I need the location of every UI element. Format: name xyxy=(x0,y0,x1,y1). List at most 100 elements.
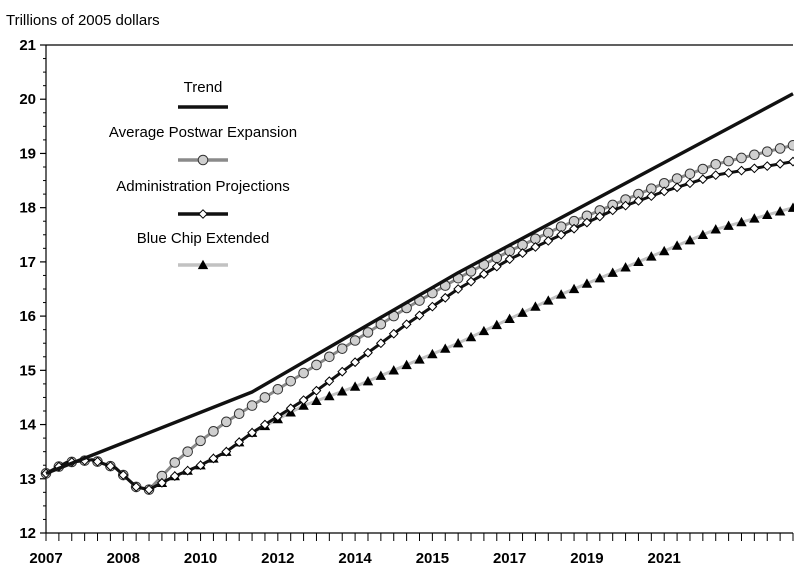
data-point xyxy=(324,351,335,363)
data-point xyxy=(157,477,167,488)
legend-entry: Average Postwar Expansion xyxy=(109,124,297,166)
x-tick-label: 2014 xyxy=(338,550,372,567)
series-administration-projections xyxy=(41,156,794,495)
data-point xyxy=(504,254,515,265)
data-point xyxy=(466,276,476,287)
legend-label: Trend xyxy=(184,79,223,96)
data-point xyxy=(671,173,683,184)
legend: Trend Average Postwar Expansion Administra… xyxy=(109,79,297,270)
data-point xyxy=(465,331,477,342)
data-point xyxy=(234,437,245,448)
data-point xyxy=(517,307,528,317)
y-tick-label: 12 xyxy=(19,525,36,542)
data-point xyxy=(298,395,309,406)
data-point xyxy=(208,453,219,464)
data-point xyxy=(582,217,592,228)
data-point xyxy=(633,195,644,206)
y-tick-label: 16 xyxy=(19,308,36,325)
data-point xyxy=(478,269,489,279)
x-tick-label: 2007 xyxy=(29,550,62,567)
data-point xyxy=(247,427,257,438)
axes xyxy=(40,44,794,541)
data-point xyxy=(594,211,605,222)
data-point xyxy=(440,292,451,303)
data-point xyxy=(723,220,734,230)
data-point xyxy=(375,370,387,380)
data-point xyxy=(774,143,786,154)
data-point xyxy=(401,319,412,330)
data-point xyxy=(646,251,657,261)
series-line xyxy=(45,160,794,492)
data-point xyxy=(659,245,670,256)
series-line xyxy=(45,92,794,475)
data-point xyxy=(581,278,593,288)
series-trend xyxy=(45,92,794,475)
y-axis-unit-label: Trillions of 2005 dollars xyxy=(6,12,160,29)
data-point xyxy=(697,174,708,185)
data-point xyxy=(349,381,361,391)
data-point xyxy=(749,163,760,174)
data-point xyxy=(710,158,722,170)
data-point xyxy=(221,446,232,457)
data-point xyxy=(556,229,567,240)
legend-entry: Blue Chip Extended xyxy=(137,230,270,270)
y-tick-label: 21 xyxy=(19,37,36,54)
data-point xyxy=(761,146,773,157)
data-point xyxy=(388,365,399,375)
data-point xyxy=(684,235,696,245)
y-tick-label: 20 xyxy=(19,91,36,108)
data-point xyxy=(697,229,709,239)
data-point xyxy=(221,416,232,428)
data-point xyxy=(543,235,554,246)
data-point xyxy=(375,318,387,330)
data-point xyxy=(685,178,695,189)
data-point xyxy=(607,267,618,277)
legend-label: Average Postwar Expansion xyxy=(109,124,297,141)
data-point xyxy=(272,384,284,395)
data-point xyxy=(324,390,335,401)
data-point xyxy=(710,170,721,181)
series-layer xyxy=(40,92,794,495)
x-tick-label: 2008 xyxy=(107,550,140,567)
x-tick-label: 2021 xyxy=(648,550,681,567)
data-point xyxy=(723,167,734,178)
data-point xyxy=(787,140,794,151)
data-point xyxy=(646,191,657,202)
data-point xyxy=(440,343,451,353)
y-tick-label: 17 xyxy=(19,254,36,271)
data-point xyxy=(233,408,245,420)
data-point xyxy=(375,338,386,349)
y-tick-label: 14 xyxy=(19,417,36,434)
data-point xyxy=(491,319,502,330)
data-point xyxy=(569,223,579,234)
data-point xyxy=(349,335,361,346)
data-point xyxy=(298,367,309,379)
data-point xyxy=(607,205,618,216)
data-point xyxy=(788,156,794,167)
data-point xyxy=(169,457,181,468)
data-point xyxy=(169,471,180,481)
data-point xyxy=(672,182,682,193)
data-point xyxy=(568,283,580,294)
data-point xyxy=(555,289,567,299)
data-point xyxy=(452,338,464,348)
data-point xyxy=(684,168,696,180)
y-tick-label: 18 xyxy=(19,200,36,217)
data-point xyxy=(774,206,786,216)
legend-swatch-marker xyxy=(197,154,209,166)
data-point xyxy=(427,348,438,359)
data-point xyxy=(246,400,258,411)
data-point xyxy=(182,465,193,476)
data-point xyxy=(414,354,425,364)
y-tick-label: 19 xyxy=(19,145,36,162)
data-point xyxy=(427,301,438,312)
data-point xyxy=(311,385,322,396)
data-point xyxy=(620,262,631,272)
series-line xyxy=(45,206,794,492)
data-point xyxy=(324,376,335,387)
legend-label: Blue Chip Extended xyxy=(137,230,270,247)
data-point xyxy=(736,152,747,164)
x-tick-label: 2012 xyxy=(261,550,294,567)
data-point xyxy=(144,484,154,495)
